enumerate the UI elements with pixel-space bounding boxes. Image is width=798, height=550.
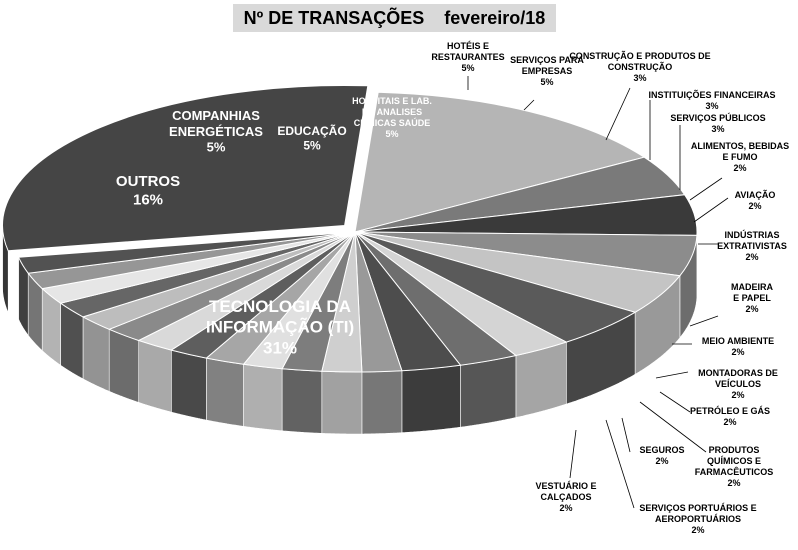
slice-value-label: 5% [540,77,553,87]
slice-value-label: 2% [691,525,704,535]
slice-value-label: 2% [748,201,761,211]
slice-label: INDÚSTRIAS [724,229,779,240]
slice-label: CONSTRUÇÃO E PRODUTOS DE [569,51,710,61]
slice-value-label: 3% [633,73,646,83]
slice-value-label: 5% [461,63,474,73]
slice-value-label: 31% [263,338,297,357]
slice-value-label: 5% [385,129,398,139]
slice-label: OUTROS [116,173,180,190]
slice-label: EDUCAÇÃO [277,123,346,138]
slice-value-label: 3% [711,124,724,134]
slice-side [206,357,244,427]
slice-label: SEGUROS [639,445,684,455]
slice-label: SERVIÇOS PÚBLICOS [670,112,765,123]
leader-line [659,391,691,413]
slice-label: ENERGÉTICAS [169,124,263,139]
slice-label: ALIMENTOS, BEBIDAS [691,141,789,151]
pie-depth [2,225,698,435]
slice-side [171,349,207,421]
slice-value-label: 2% [559,503,572,513]
slice-value-label: 3% [705,101,718,111]
pie-slice [17,231,356,274]
slice-label: COMPANHIAS [172,108,260,123]
slice-label: DE ANALISES [362,107,422,117]
slice-label: PRODUTOS [709,445,760,455]
slice-side [361,370,403,435]
slice-value-label: 2% [723,417,736,427]
slice-label: VESTUÁRIO E [535,481,596,491]
leader-line [639,401,707,453]
slice-value-label: 16% [133,191,163,208]
leader-line [569,429,577,479]
slice-label: AVIAÇÃO [735,190,776,200]
slice-label: SERVIÇOS PORTUÁRIOS E [639,503,756,513]
slice-label: MONTADORAS DE [698,368,778,378]
slice-side [401,364,461,434]
slice-value-label: 2% [731,347,744,357]
slice-label: E PAPEL [733,293,771,303]
slice-value-label: 2% [655,456,668,466]
slice-value-label: 2% [727,478,740,488]
slice-side [108,328,139,403]
leader-line [655,371,689,379]
chart-title: Nº DE TRANSAÇÕES fevereiro/18 [233,4,556,32]
leader-line [693,197,729,223]
slice-label: EXTRATIVISTAS [717,241,787,251]
slice-label: CONSTRUÇÃO [608,62,673,72]
slice-side [321,370,363,435]
slice-label: QUÍMICOS E [707,456,761,466]
slice-value-label: 2% [731,390,744,400]
leader-lines [467,76,729,509]
slice-label: HOTÉIS E [447,41,489,51]
slice-side [243,363,283,432]
slice-label: TECNOLOGIA DA [209,297,351,316]
pie-slice [2,85,369,252]
slice-value-label: 5% [207,140,226,155]
slice-value-label: 2% [745,304,758,314]
slice-value-label: 5% [303,139,321,153]
pie-top [2,85,698,373]
slice-label: PETRÓLEO E GÁS [690,405,770,416]
slice-label: INSTITUIÇÕES FINANCEIRAS [648,90,775,100]
leader-line [689,177,723,201]
slice-label: SERVIÇOS PARA [510,55,584,65]
leader-line [523,99,535,111]
slice-label: VEÍCULOS [715,379,761,389]
leader-line [689,315,719,327]
pie-slice [354,91,646,233]
slice-label: FARMACÊUTICOS [695,466,774,477]
slice-label: MEIO AMBIENTE [702,336,774,346]
slice-label: CLÍNICAS SAÚDE [354,117,431,128]
leader-line [605,419,635,509]
slice-label: MADEIRA [731,282,773,292]
slice-label: INFORMAÇÃO (TI) [206,317,354,337]
slice-side [281,368,323,434]
slice-side [138,340,172,413]
slice-label: RESTAURANTES [431,52,504,62]
slice-value-label: 2% [745,252,758,262]
slice-label: AEROPORTUÁRIOS [655,514,741,524]
slice-label: CALÇADOS [541,492,592,502]
slice-label: EMPRESAS [522,66,573,76]
leader-line [605,87,631,141]
slice-label: E FUMO [723,152,758,162]
slice-label: HOSPITAIS E LAB. [352,96,432,106]
leader-line [621,417,631,453]
slice-value-label: 2% [733,163,746,173]
slice-side [460,355,517,428]
